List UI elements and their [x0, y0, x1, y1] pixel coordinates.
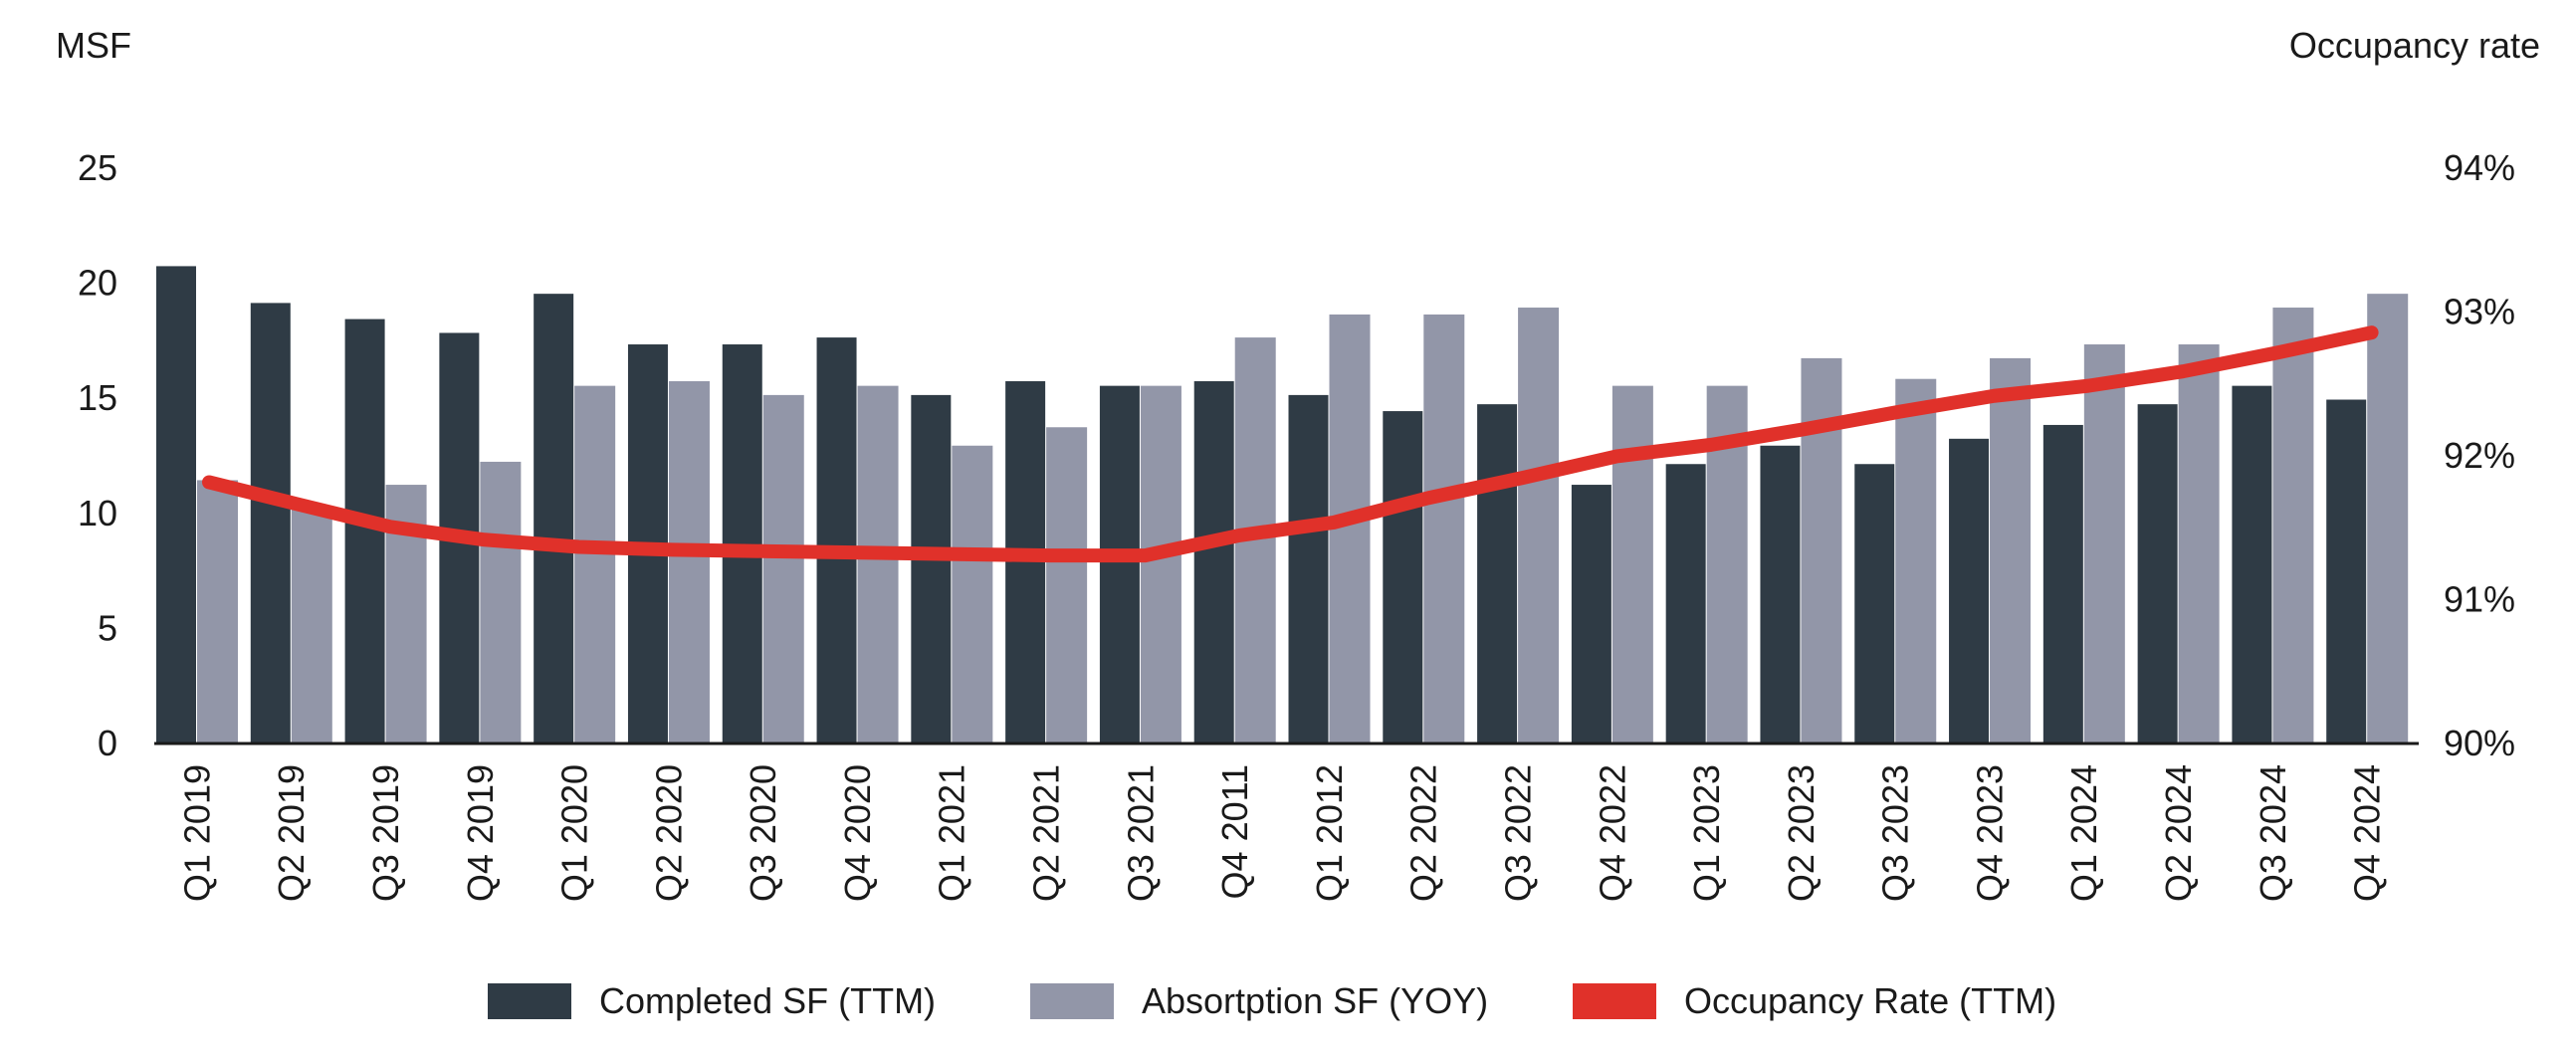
- x-tick-label: Q2 2021: [1026, 764, 1067, 902]
- x-tick-label: Q3 2021: [1120, 764, 1161, 902]
- bar-absorption: [197, 480, 238, 743]
- bar-completed: [1949, 438, 1990, 743]
- x-tick-label: Q4 2020: [837, 764, 878, 902]
- bar-absorption: [1518, 308, 1560, 743]
- bar-absorption: [1140, 385, 1181, 743]
- x-tick-label: Q3 2024: [2253, 764, 2293, 902]
- bar-absorption: [574, 385, 616, 743]
- x-tick-label: Q4 2011: [1214, 764, 1255, 899]
- bar-completed: [2326, 399, 2367, 743]
- x-tick-label: Q2 2022: [1403, 764, 1444, 902]
- bar-absorption: [762, 394, 804, 743]
- bar-absorption: [1611, 385, 1653, 743]
- legend-item-absorption: Absortption SF (YOY): [1030, 980, 1488, 1022]
- legend-item-completed: Completed SF (TTM): [488, 980, 936, 1022]
- x-tick-label: Q2 2020: [648, 764, 689, 902]
- bar-completed: [2042, 424, 2083, 743]
- y-left-axis-title: MSF: [56, 25, 131, 66]
- bar-absorption: [291, 508, 332, 743]
- legend: Completed SF (TTM) Absortption SF (YOY) …: [0, 980, 2576, 1030]
- bar-absorption: [480, 461, 522, 743]
- x-tick-label: Q3 2020: [743, 764, 783, 902]
- bar-absorption: [2272, 308, 2314, 743]
- y-right-tick-label: 91%: [2444, 579, 2515, 620]
- bar-completed: [1099, 385, 1140, 743]
- y-left-tick-label: 20: [78, 263, 117, 304]
- x-tick-label: Q2 2023: [1781, 764, 1822, 902]
- bars-layer: [156, 266, 2409, 743]
- x-tick-label: Q1 2024: [2063, 764, 2104, 902]
- bar-absorption: [1895, 378, 1937, 743]
- x-tick-label: Q3 2023: [1875, 764, 1916, 902]
- bar-completed: [1193, 381, 1234, 743]
- bar-completed: [1477, 404, 1518, 743]
- y-left-tick-label: 10: [78, 493, 117, 533]
- bar-absorption: [1990, 357, 2032, 743]
- bar-absorption: [952, 445, 993, 743]
- bar-absorption: [668, 381, 710, 743]
- y-right-tick-label: 94%: [2444, 147, 2515, 188]
- legend-label-absorption: Absortption SF (YOY): [1142, 980, 1489, 1021]
- bar-completed: [1571, 485, 1611, 743]
- x-tick-label: Q2 2019: [271, 764, 312, 902]
- bar-completed: [1854, 464, 1895, 743]
- bar-completed: [534, 294, 574, 743]
- bar-completed: [722, 344, 762, 743]
- bar-completed: [1383, 411, 1423, 743]
- bar-completed: [1760, 445, 1801, 743]
- bar-completed: [911, 394, 952, 743]
- legend-swatch-occupancy: [1573, 983, 1656, 1019]
- y-left-tick-label: 25: [78, 147, 117, 188]
- bar-completed: [156, 266, 196, 743]
- bar-absorption: [1801, 357, 1842, 743]
- legend-label-occupancy: Occupancy Rate (TTM): [1684, 980, 2057, 1021]
- bar-completed: [2137, 404, 2178, 743]
- line-layer: [202, 325, 2379, 563]
- line-occupancy: [202, 325, 2379, 563]
- x-tick-label: Q4 2022: [1592, 764, 1632, 902]
- x-tick-label: Q1 2019: [176, 764, 217, 902]
- bar-completed: [1665, 464, 1706, 743]
- x-tick-label: Q4 2019: [460, 764, 501, 902]
- y-right-tick-label: 90%: [2444, 723, 2515, 763]
- legend-swatch-absorption: [1030, 983, 1114, 1019]
- y-left-tick-label: 0: [98, 723, 117, 763]
- bar-absorption: [2178, 344, 2220, 743]
- y-right-tick-label: 93%: [2444, 292, 2515, 332]
- bar-completed: [250, 303, 291, 743]
- bar-absorption: [1423, 314, 1465, 743]
- bar-absorption: [2367, 294, 2409, 743]
- legend-label-completed: Completed SF (TTM): [599, 980, 937, 1021]
- bar-completed: [2232, 385, 2272, 743]
- x-tick-label: Q3 2019: [365, 764, 406, 902]
- bar-completed: [1288, 394, 1329, 743]
- bar-absorption: [2083, 344, 2125, 743]
- y-right-tick-label: 92%: [2444, 435, 2515, 476]
- bar-absorption: [857, 385, 899, 743]
- bar-absorption: [1046, 427, 1088, 743]
- y-left-tick-label: 5: [98, 607, 117, 648]
- x-tick-label: Q4 2024: [2347, 764, 2388, 902]
- x-tick-label: Q1 2020: [554, 764, 595, 902]
- x-tick-label: Q4 2023: [1969, 764, 2010, 902]
- x-tick-label: Q1 2023: [1686, 764, 1727, 902]
- bar-completed: [816, 337, 857, 743]
- legend-swatch-completed: [488, 983, 571, 1019]
- legend-item-occupancy: Occupancy Rate (TTM): [1573, 980, 2056, 1022]
- x-tick-label: Q1 2012: [1309, 764, 1350, 902]
- y-right-axis-title: Occupancy rate: [2289, 25, 2540, 66]
- x-tick-label: Q3 2022: [1497, 764, 1538, 902]
- x-tick-label: Q2 2024: [2158, 764, 2199, 902]
- x-tick-label: Q1 2021: [932, 764, 972, 902]
- ticks-layer: Q1 2019 Q2 2019 Q3 2019 Q4 2019 Q1 2020 Q2 20…: [78, 147, 2515, 902]
- y-left-tick-label: 15: [78, 377, 117, 418]
